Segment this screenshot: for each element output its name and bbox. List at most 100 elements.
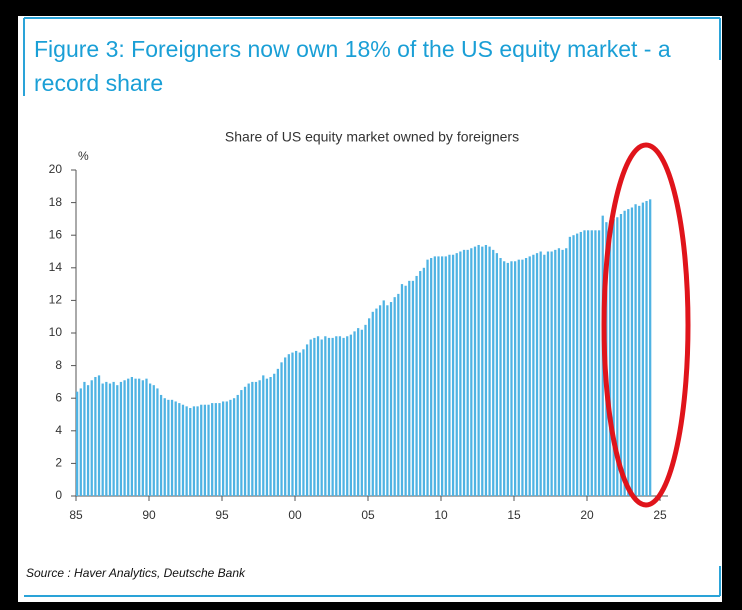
bar: [397, 293, 400, 496]
bar: [76, 391, 79, 496]
bar: [262, 375, 265, 496]
bar: [94, 377, 97, 496]
bar: [222, 401, 225, 496]
bar: [360, 329, 363, 496]
bar: [375, 308, 378, 496]
bar: [630, 207, 634, 497]
bar: [134, 378, 137, 496]
bar: [218, 403, 221, 496]
bar: [576, 233, 579, 496]
y-tick-label: 0: [55, 488, 62, 502]
bar: [342, 337, 345, 496]
bar: [181, 404, 185, 496]
bar: [627, 209, 630, 496]
bar: [371, 311, 374, 496]
bar: [232, 398, 236, 496]
bar: [433, 256, 436, 496]
bar: [79, 388, 82, 496]
figure-title: Figure 3: Foreigners now own 18% of the …: [34, 36, 671, 96]
bar: [462, 249, 466, 496]
bar: [316, 336, 320, 496]
bar: [612, 218, 615, 496]
bar: [477, 244, 480, 496]
y-tick-label: 14: [49, 260, 63, 274]
bar: [313, 337, 316, 496]
bar: [174, 401, 177, 496]
bar: [455, 253, 458, 496]
bar: [214, 403, 217, 496]
x-tick-label: 20: [580, 508, 594, 522]
bar: [265, 378, 269, 496]
bar: [524, 258, 528, 496]
bar: [185, 406, 188, 496]
bar: [83, 381, 86, 496]
bar: [353, 331, 356, 496]
x-tick-label: 15: [507, 508, 521, 522]
bar: [506, 262, 509, 496]
bar: [207, 404, 210, 496]
bar: [579, 231, 582, 496]
bar: [634, 204, 637, 497]
bar: [389, 302, 393, 496]
bar: [247, 383, 250, 496]
bar: [444, 256, 447, 496]
bar: [211, 403, 214, 496]
bar: [112, 381, 115, 496]
bar: [327, 337, 331, 496]
bar: [284, 357, 287, 496]
bar: [616, 217, 619, 496]
bar: [400, 284, 404, 496]
bar: [568, 236, 572, 496]
bar: [178, 403, 181, 496]
bar: [97, 375, 101, 496]
x-tick-label: 95: [215, 508, 229, 522]
bar: [437, 256, 440, 496]
y-tick-label: 6: [55, 390, 62, 404]
x-tick-label: 05: [361, 508, 375, 522]
bar: [192, 406, 196, 496]
bar: [572, 235, 575, 496]
x-tick-label: 90: [142, 508, 156, 522]
bar: [481, 246, 484, 496]
bar: [196, 406, 199, 496]
bar: [561, 249, 564, 496]
bar: [532, 254, 535, 496]
bar: [269, 377, 272, 496]
bar: [243, 386, 247, 496]
bar: [159, 394, 163, 496]
bar: [302, 349, 305, 496]
bar: [280, 362, 283, 496]
bar: [368, 318, 371, 496]
bar: [130, 377, 134, 496]
bar: [638, 205, 641, 497]
bar: [156, 388, 159, 496]
bar: [587, 230, 590, 496]
bar: [382, 300, 385, 496]
bar: [488, 246, 491, 496]
bar: [200, 404, 203, 496]
x-tick-label: 85: [69, 508, 83, 522]
bar: [557, 248, 561, 496]
bar: [411, 280, 415, 496]
bar: [473, 246, 477, 496]
bar: [419, 271, 422, 496]
y-tick-label: 4: [55, 423, 62, 437]
bar: [331, 337, 334, 496]
chart-title: Share of US equity market owned by forei…: [225, 129, 519, 145]
bar: [127, 378, 130, 496]
bar: [499, 258, 502, 496]
bar: [338, 336, 342, 496]
bar: [554, 249, 557, 496]
bar: [619, 214, 623, 496]
bar: [594, 230, 597, 496]
bar: [583, 230, 586, 496]
bar: [320, 339, 323, 496]
bar: [448, 254, 451, 496]
bar: [295, 350, 298, 496]
bar: [357, 328, 360, 496]
bar: [119, 381, 123, 496]
highlight-ellipse: [601, 142, 691, 508]
bar: [145, 378, 148, 496]
